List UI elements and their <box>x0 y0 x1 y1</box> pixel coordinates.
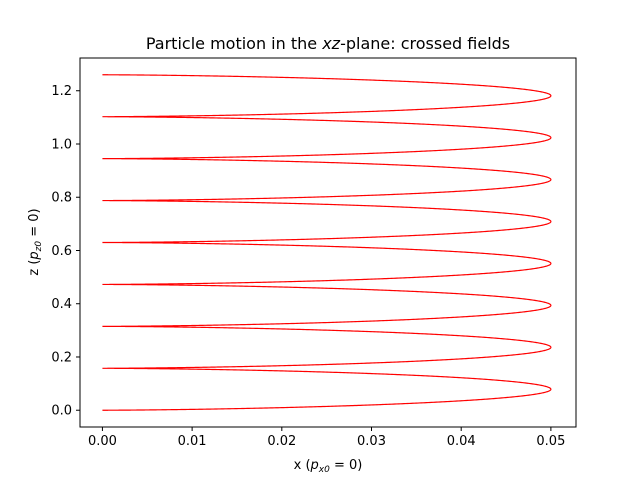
y-tick-label: 0.2 <box>51 350 72 365</box>
x-tick-label: 0.05 <box>536 434 565 449</box>
x-axis-label-symbol: p <box>310 458 319 473</box>
y-axis-label-subscript: z0 <box>34 241 44 253</box>
x-axis-label: x (px0 = 0) <box>294 458 363 475</box>
x-tick-label: 0.04 <box>447 434 476 449</box>
y-axis-label-symbol: p <box>27 251 42 260</box>
y-axis-label-part-2: = 0) <box>27 208 42 241</box>
y-tick-label: 0.8 <box>51 191 72 206</box>
x-axis-ticks: 0.00 0.01 0.02 0.03 0.04 0.05 <box>88 427 565 449</box>
y-tick-label: 0.4 <box>51 297 72 312</box>
x-tick-label: 0.02 <box>267 434 296 449</box>
y-axis-label: z (pz0 = 0) <box>27 208 44 275</box>
x-axis-label-part-2: = 0) <box>330 458 363 473</box>
chart-title-part-1: Particle motion in the <box>146 34 322 53</box>
y-tick-label: 1.0 <box>51 137 72 152</box>
y-axis-label-part-1: z ( <box>27 260 42 276</box>
curve-layer <box>102 74 552 411</box>
x-axis-label-subscript: x0 <box>318 465 330 475</box>
chart-title-italic: xz <box>321 34 340 53</box>
series-line <box>102 74 552 411</box>
y-tick-label: 1.2 <box>51 84 72 99</box>
chart-title-part-2: -plane: crossed fields <box>340 34 510 53</box>
y-axis-ticks: 0.0 0.2 0.4 0.6 0.8 1.0 1.2 <box>51 84 80 419</box>
y-tick-label: 0.6 <box>51 244 72 259</box>
x-tick-label: 0.01 <box>178 434 207 449</box>
x-axis-label-part-1: x ( <box>294 458 311 473</box>
axes-spines <box>79 57 577 428</box>
x-tick-label: 0.00 <box>88 434 117 449</box>
x-tick-label: 0.03 <box>357 434 386 449</box>
y-tick-label: 0.0 <box>51 404 72 419</box>
chart-title: Particle motion in the xz-plane: crossed… <box>146 34 510 53</box>
